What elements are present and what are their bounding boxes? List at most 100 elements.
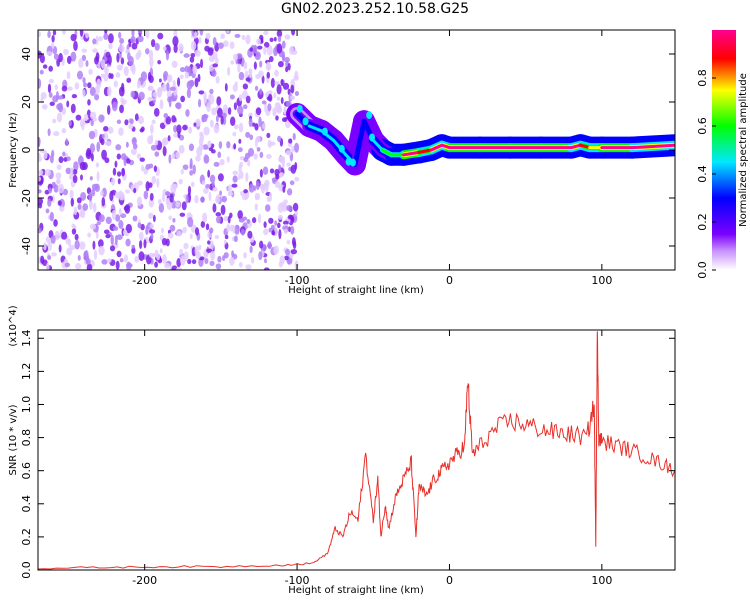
noise-blob	[125, 158, 131, 164]
noise-blob	[182, 124, 188, 131]
noise-blob	[226, 223, 230, 233]
noise-blob	[254, 192, 261, 200]
noise-blob	[70, 197, 75, 207]
noise-blob	[120, 213, 127, 219]
noise-blob	[274, 220, 278, 226]
noise-blob	[277, 222, 281, 229]
noise-blob	[259, 240, 264, 249]
noise-blob	[247, 159, 251, 167]
noise-blob	[116, 171, 122, 177]
noise-blob	[231, 183, 238, 188]
noise-blob	[168, 154, 172, 164]
noise-blob	[238, 261, 243, 268]
noise-blob	[292, 132, 296, 141]
noise-blob	[187, 185, 192, 196]
noise-blob	[198, 36, 202, 44]
noise-blob	[199, 30, 204, 36]
noise-blob	[285, 248, 290, 256]
noise-blob	[241, 229, 245, 236]
noise-blob	[123, 205, 129, 211]
noise-blob	[137, 115, 144, 125]
noise-blob	[237, 147, 243, 153]
noise-blob	[117, 178, 121, 185]
snr-xlabel: Height of straight line (km)	[288, 585, 424, 596]
noise-blob	[44, 169, 51, 176]
noise-blob	[47, 128, 51, 137]
noise-blob	[48, 65, 53, 72]
noise-blob	[253, 44, 258, 54]
noise-blob	[59, 206, 65, 212]
noise-blob	[213, 124, 220, 134]
noise-blob	[125, 238, 131, 247]
noise-blob	[274, 69, 279, 77]
noise-blob	[227, 66, 231, 76]
noise-blob	[43, 242, 47, 251]
noise-blob	[50, 235, 56, 244]
y-tick-label: 0.2	[20, 528, 33, 546]
noise-blob	[105, 216, 112, 225]
noise-blob	[284, 255, 289, 261]
noise-blob	[134, 256, 140, 263]
snr-ylabel: SNR (10 * v/v)	[8, 404, 19, 475]
colorbar-tick-label: 0.6	[696, 117, 709, 135]
noise-blob	[212, 203, 217, 213]
x-tick-label: -200	[132, 274, 157, 287]
noise-blob	[80, 174, 83, 181]
noise-blob	[241, 195, 248, 201]
noise-blob	[182, 226, 187, 234]
noise-blob	[263, 30, 269, 36]
noise-blob	[168, 215, 172, 221]
noise-blob	[199, 133, 205, 142]
noise-blob	[53, 53, 60, 60]
noise-blob	[101, 149, 107, 160]
noise-blob	[294, 210, 299, 216]
noise-blob	[93, 249, 98, 260]
noise-blob	[51, 252, 57, 257]
noise-blob	[51, 34, 55, 43]
noise-blob	[79, 241, 86, 250]
noise-blob	[230, 60, 235, 65]
noise-blob	[161, 193, 166, 203]
noise-blob	[71, 228, 77, 235]
track-blob	[321, 127, 328, 136]
noise-blob	[38, 227, 42, 234]
noise-blob	[162, 45, 167, 52]
noise-blob	[279, 156, 286, 161]
noise-blob	[156, 87, 163, 98]
noise-blob	[266, 45, 273, 56]
noise-blob	[245, 131, 251, 138]
noise-blob	[153, 107, 160, 117]
noise-blob	[41, 104, 48, 110]
noise-blob	[277, 202, 284, 213]
noise-blob	[75, 114, 82, 121]
noise-blob	[115, 72, 121, 78]
noise-blob	[105, 234, 111, 239]
noise-blob	[203, 154, 210, 164]
noise-blob	[148, 49, 154, 60]
noise-blob	[234, 224, 240, 235]
noise-blob	[184, 71, 190, 79]
noise-blob	[294, 176, 300, 182]
noise-blob	[98, 114, 105, 123]
track-segment	[429, 143, 444, 152]
noise-blob	[38, 31, 42, 38]
noise-blob	[180, 255, 186, 266]
noise-blob	[211, 107, 217, 116]
noise-blob	[277, 35, 282, 43]
noise-blob	[104, 140, 112, 146]
noise-blob	[283, 228, 288, 235]
noise-blob	[38, 156, 43, 162]
track-blob	[296, 104, 303, 113]
x-tick-label: 0	[446, 274, 453, 287]
noise-blob	[124, 119, 129, 126]
noise-blob	[131, 136, 137, 146]
x-tick-label: 0	[446, 574, 453, 587]
noise-blob	[179, 74, 184, 79]
noise-blob	[120, 192, 125, 201]
noise-blob	[140, 223, 145, 231]
noise-blob	[275, 115, 279, 121]
noise-blob	[171, 115, 177, 123]
noise-blob	[266, 71, 271, 79]
noise-blob	[191, 259, 197, 265]
noise-blob	[45, 208, 50, 214]
